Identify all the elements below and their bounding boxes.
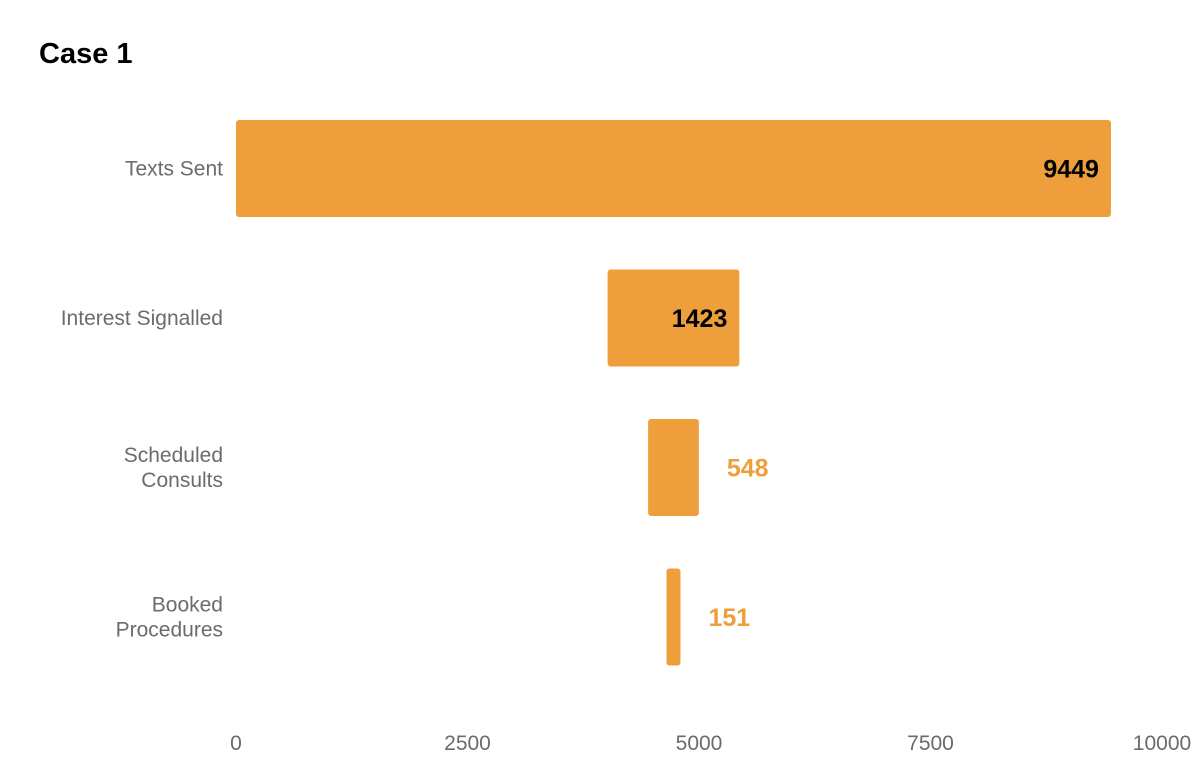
x-tick-label-4: 10000 [1133, 732, 1191, 755]
category-labels: Texts Sent Interest Signalled Scheduled Con… [61, 158, 223, 642]
value-label-0: 9449 [1043, 156, 1099, 184]
x-tick-label-1: 2500 [444, 732, 491, 755]
value-labels: 9449 1423 548 151 [672, 156, 1099, 633]
value-label-1: 1423 [672, 305, 728, 333]
category-label-3: Booked Procedures [116, 594, 223, 642]
bars-group [236, 120, 1111, 666]
bar-0 [236, 120, 1111, 217]
value-label-3: 151 [708, 604, 750, 632]
bar-3 [666, 568, 681, 666]
x-axis-ticks: 0 2500 5000 7500 10000 [230, 732, 1191, 755]
category-label-1: Interest Signalled [61, 307, 223, 330]
x-tick-label-3: 7500 [907, 732, 954, 755]
category-label-2: Scheduled Consults [124, 444, 223, 492]
bar-1 [607, 269, 740, 367]
chart-title: Case 1 [39, 38, 133, 70]
bar-2 [648, 419, 699, 516]
x-tick-label-0: 0 [230, 732, 242, 755]
value-label-2: 548 [727, 455, 769, 483]
category-label-0: Texts Sent [125, 158, 223, 181]
x-tick-label-2: 5000 [676, 732, 723, 755]
